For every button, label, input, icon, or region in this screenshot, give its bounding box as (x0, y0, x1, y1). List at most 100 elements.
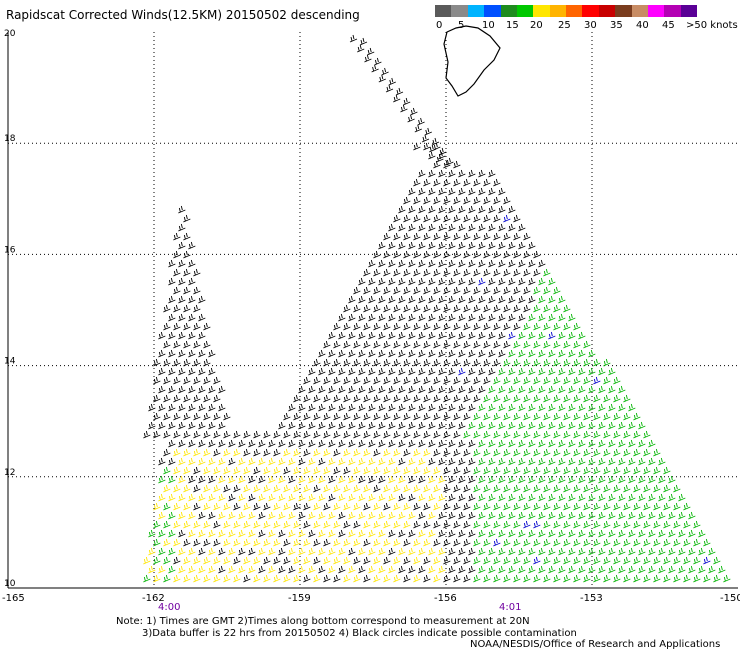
wind-barb (398, 548, 405, 555)
wind-barb-shape (553, 503, 560, 510)
wind-barb-shape (428, 404, 435, 411)
wind-barb-shape (158, 368, 165, 375)
wind-barb (418, 530, 425, 537)
wind-barb-shape (213, 413, 220, 420)
wind-barb (558, 314, 565, 321)
wind-barb (333, 323, 340, 330)
wind-barb (428, 548, 435, 555)
wind-barb (173, 539, 180, 546)
note-line-1: Note: 1) Times are GMT 2)Times along bot… (116, 616, 530, 627)
wind-barb (223, 413, 230, 420)
wind-barb-shape (433, 197, 440, 204)
wind-barb-shape (593, 575, 600, 582)
wind-barb (428, 224, 435, 231)
wind-barb-shape (408, 530, 415, 537)
wind-barb-shape (283, 413, 290, 420)
wind-barb-shape (463, 413, 470, 420)
wind-barb (393, 557, 400, 564)
wind-barb (358, 368, 365, 375)
wind-barb-shape (463, 323, 470, 330)
wind-barb (478, 386, 485, 393)
wind-barb-shape (323, 359, 330, 366)
wind-barb (438, 530, 445, 537)
wind-barb-shape (443, 395, 450, 402)
wind-barb (268, 548, 275, 555)
wind-barb (378, 512, 385, 519)
wind-barb (153, 377, 160, 384)
wind-barb (608, 368, 615, 375)
wind-barb-shape (338, 404, 345, 411)
wind-barb-shape (373, 467, 380, 474)
wind-barb-shape (378, 530, 385, 537)
wind-barb (488, 368, 495, 375)
wind-barb (538, 350, 545, 357)
wind-barb-shape (348, 296, 355, 303)
wind-barb (348, 350, 355, 357)
wind-barb (383, 359, 390, 366)
wind-barb (568, 386, 575, 393)
wind-barb-shape (628, 422, 635, 429)
wind-barb (183, 575, 190, 582)
wind-barb-shape (453, 287, 460, 294)
wind-barb (263, 521, 270, 528)
wind-barb-shape (393, 269, 400, 276)
wind-barb (268, 458, 275, 465)
wind-barb-shape (518, 530, 525, 537)
wind-barb-shape (413, 503, 420, 510)
wind-barb-shape (238, 548, 245, 555)
wind-barb (158, 368, 165, 375)
wind-barb-shape (453, 449, 460, 456)
wind-barb (453, 557, 460, 564)
wind-barb-shape (498, 440, 505, 447)
wind-barb (423, 251, 430, 258)
wind-barb-shape (353, 431, 360, 438)
wind-barb (498, 314, 505, 321)
wind-barb (293, 503, 300, 510)
wind-barb-shape (413, 449, 420, 456)
wind-barb-shape (379, 75, 386, 82)
wind-barb-shape (163, 395, 170, 402)
wind-barb-shape (423, 557, 430, 564)
wind-barb (403, 359, 410, 366)
wind-barb-shape (373, 287, 380, 294)
wind-barb (353, 557, 360, 564)
wind-barb (628, 404, 635, 411)
wind-barb (233, 449, 240, 456)
wind-barb-shape (563, 395, 570, 402)
wind-barb (263, 539, 270, 546)
wind-barb (423, 287, 430, 294)
wind-barb (148, 548, 155, 555)
wind-barb (303, 485, 310, 492)
wind-barb-shape (393, 215, 400, 222)
wind-barb-shape (423, 503, 430, 510)
wind-barb (643, 467, 650, 474)
wind-barb-shape (268, 494, 275, 501)
wind-barb-shape (688, 548, 695, 555)
wind-barb-shape (533, 377, 540, 384)
wind-barb-shape (523, 377, 530, 384)
wind-barb-shape (543, 359, 550, 366)
wind-barb (388, 422, 395, 429)
wind-barb (353, 503, 360, 510)
wind-barb-shape (473, 251, 480, 258)
wind-barb (553, 467, 560, 474)
wind-barb-shape (563, 503, 570, 510)
wind-barb (618, 386, 625, 393)
wind-barb-shape (298, 440, 305, 447)
wind-barb (418, 458, 425, 465)
wind-barb (348, 440, 355, 447)
wind-barb-shape (418, 512, 425, 519)
wind-barb (493, 377, 500, 384)
wind-barb (343, 341, 350, 348)
wind-barb-shape (543, 377, 550, 384)
wind-barb (503, 431, 510, 438)
latitude-label: 18 (4, 134, 16, 144)
wind-barb-shape (358, 386, 365, 393)
wind-barb-shape (523, 305, 530, 312)
wind-barb-shape (578, 512, 585, 519)
wind-barb (368, 296, 375, 303)
wind-barb (523, 413, 530, 420)
wind-barb-shape (533, 503, 540, 510)
wind-barb (488, 422, 495, 429)
wind-barb (628, 476, 635, 483)
